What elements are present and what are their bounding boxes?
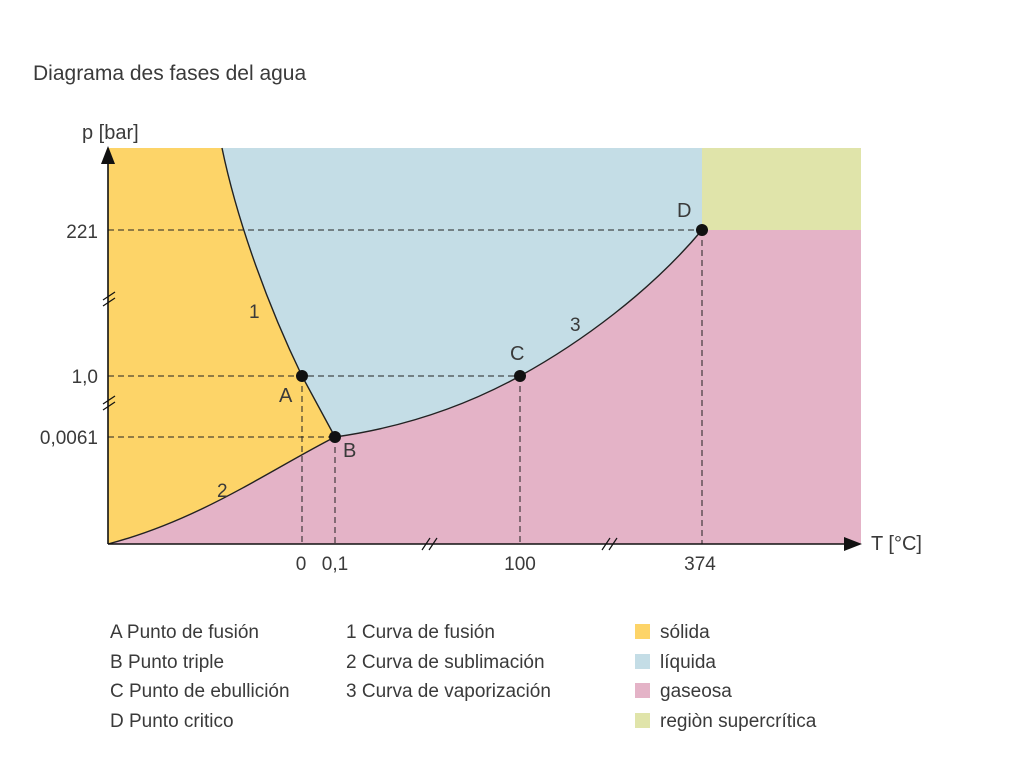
swatch-solida: [635, 624, 650, 639]
curve-sublimation: [107, 436, 336, 545]
legend-curve-3: 3 Curva de vaporización: [346, 681, 551, 702]
legend-region-supercritica: regiòn supercrítica: [635, 710, 816, 740]
x-tick-374: 374: [684, 554, 716, 575]
point-label-B: B: [343, 440, 356, 462]
legend-region-label: gaseosa: [660, 681, 732, 702]
point-D: [696, 224, 708, 236]
x-tick-0: 0: [296, 554, 307, 575]
x-axis-label: T [°C]: [871, 533, 922, 555]
legend-point-D: D Punto critico: [110, 710, 234, 732]
point-label-A: A: [279, 385, 293, 407]
legend-region-label: líquida: [660, 651, 716, 673]
x-break-2: [601, 537, 611, 551]
x-tick-100: 100: [504, 554, 536, 575]
legend-point-C: C Punto de ebullición: [110, 681, 290, 702]
legend-point-B: B Punto triple: [110, 651, 225, 673]
legend-region-label: regiòn supercrítica: [660, 710, 817, 732]
y-break-2b: [102, 401, 116, 411]
point-label-C: C: [510, 343, 524, 365]
legend-point-A: A Punto de fusión: [110, 622, 259, 643]
legend-region-liquida: líquida: [635, 651, 816, 681]
x-axis-arrow: [844, 537, 862, 551]
legend-region-solida: sólida: [635, 621, 816, 651]
legend-curve-1: 1 Curva de fusión: [346, 622, 495, 643]
y-tick-221: 221: [66, 222, 98, 243]
chart-title: Diagrama des fases del agua: [33, 62, 307, 85]
y-axis-label: p [bar]: [82, 122, 139, 144]
x-break-1b: [428, 537, 438, 551]
swatch-supercritica: [635, 712, 650, 728]
x-tick-01: 0,1: [322, 554, 348, 575]
legend-curve-2: 2 Curva de sublimación: [346, 651, 545, 673]
y-break-2: [102, 395, 116, 405]
axis-breaks: [102, 291, 618, 551]
x-break-2b: [608, 537, 618, 551]
x-break-1: [421, 537, 431, 551]
region-solida: [108, 148, 335, 544]
legend-region-gaseosa: gaseosa: [635, 680, 816, 710]
curve-fusion: [221, 147, 336, 438]
legend-region-label: sólida: [660, 622, 710, 643]
legend-curves: 1 Curva de fusión 2 Curva de sublimación…: [346, 621, 551, 710]
legend-points: A Punto de fusión B Punto triple C Punto…: [110, 621, 290, 739]
region-liquida: [222, 148, 702, 437]
region-supercritica: [702, 148, 861, 230]
curve-label-2: 2: [217, 481, 228, 502]
y-break-1: [102, 291, 116, 301]
y-break-1b: [102, 297, 116, 307]
y-tick-1: 1,0: [72, 367, 98, 388]
y-tick-00061: 0,0061: [40, 428, 98, 449]
point-B: [329, 431, 341, 443]
point-C: [514, 370, 526, 382]
curve-label-1: 1: [249, 302, 260, 323]
point-A: [296, 370, 308, 382]
legend-regions: sólida líquida gaseosa regiòn supercríti…: [635, 621, 816, 739]
curve-label-3: 3: [570, 315, 581, 336]
y-axis-arrow: [101, 146, 115, 164]
swatch-gaseosa: [635, 683, 650, 698]
swatch-liquida: [635, 653, 650, 669]
point-label-D: D: [677, 200, 691, 222]
guide-lines: [108, 229, 703, 544]
phase-diagram: p [bar] T [°C] 221 1,0 0,0061 0 0,1 100 …: [40, 122, 922, 575]
